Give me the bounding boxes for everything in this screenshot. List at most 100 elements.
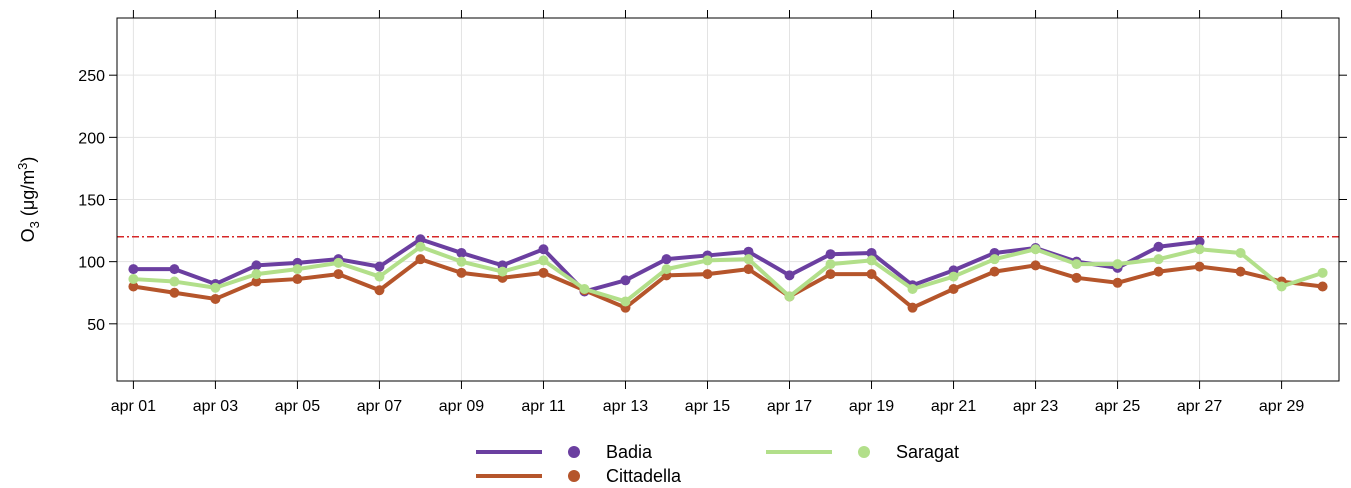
data-point-saragat	[1153, 254, 1164, 265]
data-point-cittadella	[1194, 261, 1205, 272]
legend-label: Badia	[606, 442, 653, 462]
data-point-cittadella	[128, 281, 139, 292]
data-point-cittadella	[1071, 272, 1082, 283]
data-point-cittadella	[333, 269, 344, 280]
data-point-cittadella	[907, 302, 918, 313]
y-tick-label: 150	[78, 193, 105, 210]
legend: Badia Cittadella Saragat	[476, 442, 959, 486]
data-point-cittadella	[538, 267, 549, 278]
x-tick-label: apr 09	[439, 398, 484, 415]
data-point-cittadella	[251, 276, 262, 287]
data-point-saragat	[1030, 244, 1041, 255]
data-point-saragat	[538, 255, 549, 266]
x-tick-label: apr 15	[685, 398, 730, 415]
data-point-cittadella	[743, 264, 754, 275]
y-axis-title-unit-close: )	[18, 157, 38, 163]
data-point-saragat	[128, 274, 139, 285]
x-tick-label: apr 21	[931, 398, 976, 415]
series-line-saragat	[133, 244, 1324, 304]
data-point-saragat	[866, 255, 877, 266]
data-point-saragat	[948, 271, 959, 282]
data-point-saragat	[989, 254, 1000, 265]
data-point-badia	[661, 254, 672, 265]
data-point-cittadella	[415, 254, 426, 265]
x-tick-label: apr 11	[521, 398, 565, 415]
x-tick-label: apr 25	[1095, 398, 1140, 415]
data-point-saragat	[579, 284, 590, 295]
data-point-saragat	[743, 254, 754, 265]
data-point-saragat	[825, 259, 836, 270]
legend-item-cittadella: Cittadella	[476, 466, 682, 486]
data-point-cittadella	[948, 284, 959, 295]
data-point-saragat	[661, 264, 672, 275]
legend-label: Cittadella	[606, 466, 682, 486]
x-tick-label: apr 19	[849, 398, 894, 415]
data-point-saragat	[374, 271, 385, 282]
series-line-cittadella	[133, 257, 1323, 310]
data-point-cittadella	[456, 267, 467, 278]
data-point-saragat	[1112, 259, 1123, 270]
x-tick-label: apr 27	[1177, 398, 1222, 415]
data-point-badia	[128, 264, 139, 275]
data-point-badia	[415, 234, 426, 245]
legend-swatch-point	[858, 446, 870, 458]
data-point-saragat	[1276, 281, 1287, 292]
data-point-saragat	[907, 284, 918, 295]
y-axis-title: O3 (μg/m3)	[15, 157, 42, 243]
data-point-saragat	[1194, 244, 1205, 255]
data-point-saragat	[1235, 247, 1246, 258]
series-group	[128, 234, 1328, 313]
data-point-saragat	[620, 296, 631, 307]
x-tick-label: apr 01	[111, 398, 156, 415]
data-point-badia	[538, 244, 549, 255]
y-axis-title-unit-open: (μg/m	[18, 170, 38, 221]
data-point-saragat	[251, 269, 262, 280]
data-point-cittadella	[825, 269, 836, 280]
data-point-badia	[456, 247, 467, 258]
y-tick-label: 50	[87, 317, 105, 334]
data-point-badia	[169, 264, 180, 275]
y-tick-label: 100	[78, 255, 105, 272]
data-point-cittadella	[210, 293, 221, 304]
data-point-saragat	[1071, 259, 1082, 270]
y-tick-label: 200	[78, 130, 105, 147]
legend-item-badia: Badia	[476, 442, 653, 462]
series-saragat	[128, 241, 1328, 307]
data-point-cittadella	[989, 266, 1000, 277]
data-point-cittadella	[1112, 277, 1123, 288]
x-tick-label: apr 17	[767, 398, 812, 415]
data-point-saragat	[169, 276, 180, 287]
data-point-cittadella	[1030, 260, 1041, 271]
data-point-cittadella	[866, 269, 877, 280]
data-point-saragat	[333, 257, 344, 268]
data-point-saragat	[415, 241, 426, 252]
data-point-badia	[374, 261, 385, 272]
x-tick-label: apr 05	[275, 398, 320, 415]
y-tick-label: 250	[78, 68, 105, 85]
data-point-badia	[825, 249, 836, 260]
data-point-saragat	[497, 266, 508, 277]
data-point-badia	[620, 275, 631, 286]
legend-swatch-point	[568, 470, 580, 482]
legend-label: Saragat	[896, 442, 959, 462]
data-point-cittadella	[1235, 266, 1246, 277]
data-point-cittadella	[292, 274, 303, 285]
y-axis-title-main: O	[18, 228, 38, 242]
x-tick-label: apr 03	[193, 398, 238, 415]
y-axis-title-superscript: 3	[15, 163, 30, 170]
data-point-cittadella	[169, 287, 180, 298]
grid-lines	[117, 18, 1339, 381]
x-tick-label: apr 29	[1259, 398, 1304, 415]
x-tick-label: apr 13	[603, 398, 648, 415]
data-point-cittadella	[1317, 281, 1328, 292]
data-point-saragat	[456, 256, 467, 267]
data-point-saragat	[210, 282, 221, 293]
data-point-cittadella	[374, 285, 385, 296]
legend-swatch-point	[568, 446, 580, 458]
x-tick-label: apr 07	[357, 398, 402, 415]
data-point-badia	[251, 260, 262, 271]
data-point-badia	[1153, 241, 1164, 252]
data-point-saragat	[1317, 267, 1328, 278]
